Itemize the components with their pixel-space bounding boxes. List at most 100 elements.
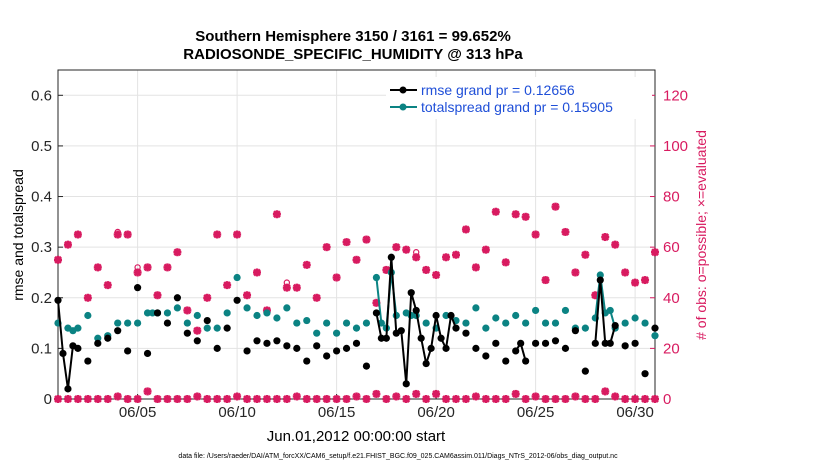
spread-point	[472, 304, 480, 312]
obs-zero-point	[143, 387, 152, 396]
spread-point	[148, 309, 157, 317]
obs-evaluated-point	[481, 245, 490, 254]
obs-evaluated-point	[521, 212, 530, 221]
obs-zero-point-d2	[481, 395, 490, 403]
spread-point	[74, 324, 82, 332]
obs-zero-point	[571, 392, 580, 401]
rmse-point	[163, 319, 172, 327]
x-axis-label: Jun.01,2012 00:00:00 start	[267, 428, 446, 445]
obs-evaluated-point	[282, 283, 291, 292]
obs-zero-point	[54, 395, 62, 403]
rmse-point	[387, 253, 395, 261]
rmse-point	[293, 344, 301, 352]
obs-zero-point-d2	[372, 390, 381, 398]
rmse-point	[522, 357, 530, 365]
spread-point	[323, 319, 331, 327]
obs-evaluated-point-d2	[472, 263, 480, 272]
spread-point	[551, 319, 560, 327]
obs-evaluated-point	[432, 270, 441, 279]
spread-point	[134, 319, 142, 327]
rmse-point	[362, 362, 371, 370]
obs-zero-point	[292, 392, 301, 401]
obs-evaluated-point-d2	[233, 230, 241, 239]
obs-zero-point	[233, 392, 242, 401]
obs-zero-point-d2	[422, 395, 431, 403]
spread-point	[352, 324, 361, 332]
obs-zero-point-d2	[531, 392, 540, 401]
rmse-point	[173, 294, 181, 302]
obs-evaluated-point	[322, 243, 331, 252]
obs-zero-point-d2	[621, 395, 630, 403]
rmse-point	[561, 344, 570, 352]
rmse-point	[193, 337, 201, 345]
obs-zero-point	[163, 395, 172, 403]
obs-evaluated-point-d2	[442, 253, 450, 262]
obs-zero-point-d2	[103, 395, 112, 403]
obs-evaluated-point	[621, 268, 630, 277]
obs-zero-point	[541, 395, 550, 403]
rmse-point	[382, 334, 390, 342]
obs-evaluated-point	[551, 202, 560, 211]
obs-zero-point	[342, 395, 351, 403]
obs-zero-point-d2	[491, 395, 500, 403]
spread-point	[203, 324, 211, 332]
rmse-point	[407, 289, 415, 297]
obs-zero-point	[63, 395, 72, 403]
obs-evaluated-point-d2	[342, 238, 351, 246]
obs-evaluated-point-d2	[163, 263, 172, 272]
spread-point	[114, 319, 122, 327]
obs-evaluated-point	[93, 263, 102, 272]
spread-point	[581, 324, 589, 332]
obs-zero-point-d2	[263, 395, 271, 403]
obs-evaluated-point-d2	[462, 225, 470, 234]
y2-tick-label: 120	[663, 87, 688, 104]
obs-evaluated-point	[452, 250, 460, 259]
obs-evaluated-point-d2	[362, 235, 371, 244]
obs-zero-point	[213, 395, 222, 403]
rmse-point	[94, 339, 102, 347]
obs-evaluated-point-d2	[392, 243, 401, 252]
obs-evaluated-point-d2	[641, 276, 649, 284]
rmse-point	[532, 339, 540, 347]
rmse-point	[541, 339, 550, 347]
obs-evaluated-point	[641, 276, 650, 285]
obs-zero-point	[262, 395, 271, 403]
rmse-point	[263, 339, 271, 347]
obs-evaluated-point-d2	[143, 263, 152, 272]
rmse-point	[581, 367, 589, 375]
x-tick-label: 06/05	[119, 404, 157, 421]
obs-evaluated-point	[581, 250, 590, 259]
obs-zero-point	[531, 392, 540, 401]
obs-evaluated-point	[143, 263, 152, 272]
obs-zero-point	[173, 395, 182, 403]
obs-zero-point	[83, 395, 92, 403]
spread-point	[342, 319, 351, 327]
rmse-point	[427, 344, 435, 352]
spread-point	[482, 324, 490, 332]
rmse-point	[134, 284, 142, 292]
obs-zero-point-d2	[641, 395, 649, 403]
obs-zero-point	[611, 392, 620, 401]
obs-zero-point-d2	[382, 395, 391, 403]
spread-point	[651, 332, 659, 340]
obs-zero-point-d2	[571, 392, 580, 401]
obs-evaluated-point-d2	[501, 258, 510, 267]
obs-evaluated-point-d2	[183, 306, 192, 315]
x-tick-label: 06/30	[616, 404, 654, 421]
obs-zero-point-d2	[472, 392, 480, 401]
obs-evaluated-point-d2	[491, 207, 500, 216]
rmse-point	[422, 359, 430, 368]
rmse-point	[233, 296, 241, 304]
obs-zero-point	[402, 395, 411, 403]
rmse-point	[412, 306, 420, 315]
spread-point	[84, 311, 92, 320]
obs-zero-point-d2	[203, 395, 212, 403]
y2-tick-label: 80	[663, 189, 680, 206]
rmse-point	[447, 311, 455, 320]
x-axis: 06/05 06/10 06/15 06/20 06/25 06/30	[119, 394, 654, 421]
obs-evaluated-point-d2	[511, 210, 520, 219]
rmse-point	[512, 347, 520, 355]
obs-zero-point	[372, 389, 381, 398]
rmse-point	[114, 327, 122, 335]
obs-zero-point-d2	[143, 387, 152, 396]
